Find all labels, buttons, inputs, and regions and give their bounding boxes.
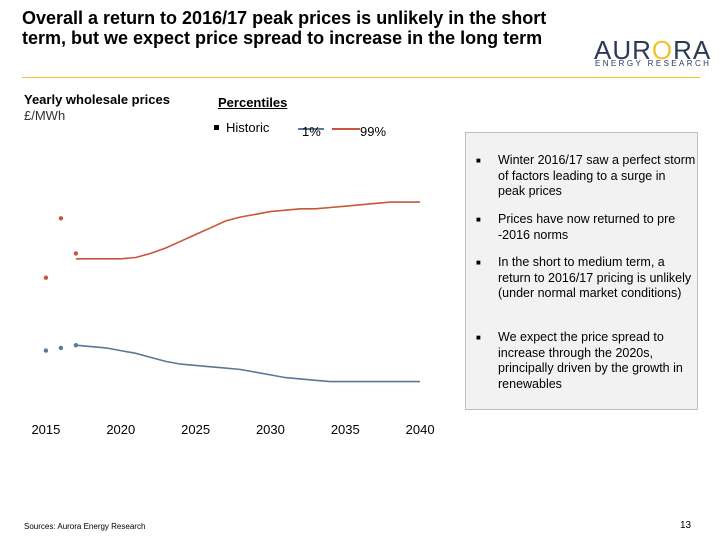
commentary-bullet: ■ We expect the price spread to increase…: [476, 330, 683, 391]
legend-historic: Historic: [226, 120, 270, 135]
chart-legend: Historic 1% 99%: [212, 120, 412, 139]
legend-square-icon: [214, 125, 219, 130]
page-number: 13: [680, 520, 692, 531]
bullet-square-icon: ■: [476, 215, 481, 224]
commentary-panel: ■ Winter 2016/17 saw a perfect storm of …: [465, 132, 698, 410]
x-tick-label: 2040: [406, 422, 435, 437]
historic-point: [43, 348, 49, 353]
historic-point: [58, 345, 64, 351]
aurora-logo: AURORA ENERGY RESEARCH: [594, 36, 710, 68]
x-tick-label: 2015: [31, 422, 60, 437]
x-tick-label: 2035: [331, 422, 360, 437]
source-note: Sources: Aurora Energy Research: [24, 522, 146, 531]
historic-point: [58, 216, 64, 221]
series-line-p99: [75, 201, 421, 260]
x-tick-label: 2025: [181, 422, 210, 437]
x-tick-label: 2030: [256, 422, 285, 437]
historic-point: [43, 275, 49, 280]
bullet-square-icon: ■: [476, 258, 481, 267]
historic-point: [73, 251, 79, 256]
x-tick-label: 2020: [106, 422, 135, 437]
chart-unit-label: £/MWh: [24, 108, 66, 123]
legend-p1: 1%: [302, 124, 321, 139]
legend-p99-line-icon: [332, 128, 360, 130]
logo-subtitle: ENERGY RESEARCH: [595, 59, 712, 68]
title-divider: [22, 77, 700, 78]
commentary-bullet: ■ Winter 2016/17 saw a perfect storm of …: [476, 153, 696, 198]
bullet-square-icon: ■: [476, 156, 481, 165]
slide-title: Overall a return to 2016/17 peak prices …: [22, 8, 547, 48]
legend-p1-line-icon: [298, 128, 324, 130]
chart-title: Yearly wholesale prices: [24, 92, 170, 107]
commentary-bullet: ■ In the short to medium term, a return …: [476, 255, 692, 300]
legend-p99: 99%: [360, 124, 387, 139]
bullet-square-icon: ■: [476, 333, 481, 342]
commentary-bullet: ■ Prices have now returned to pre -2016 …: [476, 212, 676, 242]
logo-wordmark: AURORA: [594, 35, 712, 65]
series-line-p1: [75, 344, 421, 383]
percentiles-title: Percentiles: [218, 95, 288, 110]
